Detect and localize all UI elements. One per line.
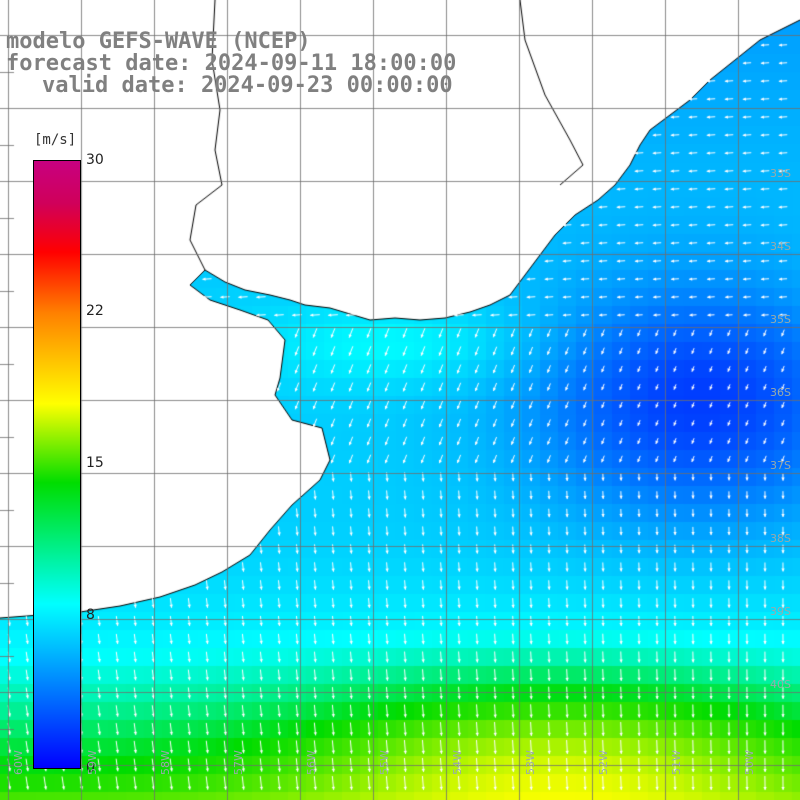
lat-label: 36S (770, 386, 791, 399)
lat-label: 33S (770, 167, 791, 180)
lat-label: 37S (770, 459, 791, 472)
lon-label: 56W (305, 750, 318, 775)
lat-label: 38S (770, 532, 791, 545)
colorbar (33, 160, 81, 769)
lon-label: 60W (12, 750, 25, 775)
lon-label: 52W (597, 750, 610, 775)
colorbar-unit: [m/s] (34, 132, 77, 148)
forecast-date: forecast date: 2024-09-11 18:00:00 (6, 51, 457, 76)
lon-label: 53W (524, 750, 537, 775)
lat-label: 35S (770, 313, 791, 326)
lon-label: 58W (159, 750, 172, 775)
lon-label: 50W (743, 750, 756, 775)
colorbar-tick: 30 (86, 152, 104, 168)
lon-label: 59W (86, 750, 99, 775)
lat-label: 34S (770, 240, 791, 253)
lat-label: 39S (770, 605, 791, 618)
colorbar-tick: 22 (86, 303, 104, 319)
lon-label: 54W (451, 750, 464, 775)
colorbar-tick: 15 (86, 455, 104, 471)
lon-label: 55W (378, 750, 391, 775)
colorbar-tick: 0 (86, 760, 95, 776)
lon-label: 57W (232, 750, 245, 775)
lat-label: 40S (770, 678, 791, 691)
lon-label: 51W (670, 750, 683, 775)
valid-date: valid date: 2024-09-23 00:00:00 (42, 73, 453, 98)
model-title: modelo GEFS-WAVE (NCEP) (6, 29, 311, 54)
colorbar-tick: 8 (86, 607, 95, 623)
